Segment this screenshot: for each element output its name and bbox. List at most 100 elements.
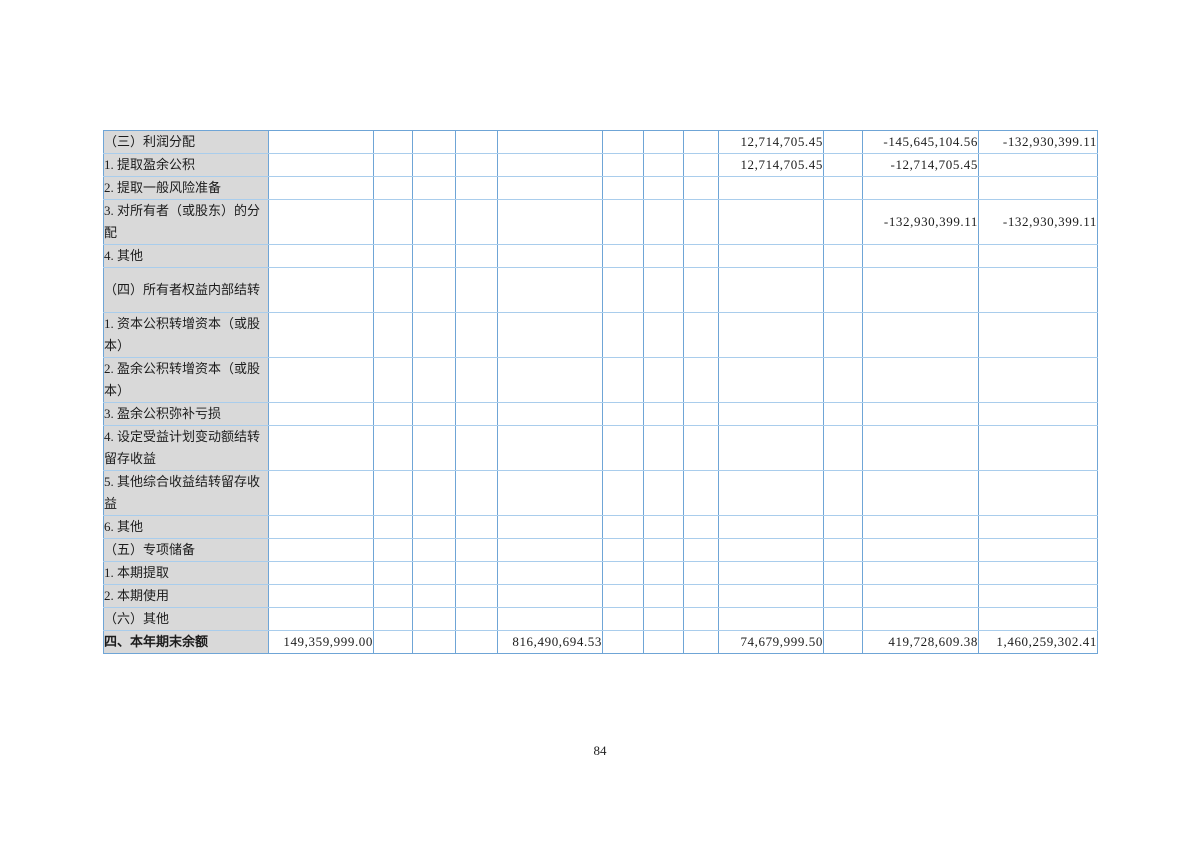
value-cell: [268, 312, 374, 358]
value-cell: [823, 357, 863, 403]
value-cell: [373, 607, 413, 631]
value-cell: [497, 199, 603, 245]
value-cell: [602, 584, 644, 608]
value-cell: [455, 267, 498, 313]
value-cell: [823, 630, 863, 654]
value-cell: [497, 425, 603, 471]
value-cell: [978, 470, 1098, 516]
value-cell: [643, 470, 684, 516]
value-cell: [412, 584, 456, 608]
value-cell: [373, 630, 413, 654]
value-cell: [497, 153, 603, 177]
value-cell: [683, 538, 719, 562]
value-cell: [455, 357, 498, 403]
value-cell: 12,714,705.45: [718, 153, 824, 177]
table-row: 4. 其他: [103, 244, 1098, 268]
value-cell: [602, 425, 644, 471]
value-cell: [643, 515, 684, 539]
value-cell: [823, 425, 863, 471]
value-cell: [643, 607, 684, 631]
table-row: 2. 提取一般风险准备: [103, 176, 1098, 200]
value-cell: [373, 312, 413, 358]
row-label-cell: （六）其他: [103, 607, 269, 631]
value-cell: [978, 312, 1098, 358]
value-cell: [268, 584, 374, 608]
row-label-cell: （四）所有者权益内部结转: [103, 267, 269, 313]
value-cell: [823, 176, 863, 200]
value-cell: [683, 630, 719, 654]
value-cell: [643, 153, 684, 177]
value-cell: [683, 312, 719, 358]
value-cell: [412, 538, 456, 562]
value-cell: [373, 402, 413, 426]
value-cell: [862, 402, 979, 426]
value-cell: [978, 515, 1098, 539]
row-label-cell: 四、本年期末余额: [103, 630, 269, 654]
value-cell: [683, 244, 719, 268]
value-cell: [412, 244, 456, 268]
value-cell: -132,930,399.11: [978, 130, 1098, 154]
value-cell: [268, 176, 374, 200]
value-cell: [862, 425, 979, 471]
value-cell: [602, 561, 644, 585]
value-cell: [373, 199, 413, 245]
value-cell: [412, 561, 456, 585]
value-cell: [497, 607, 603, 631]
value-cell: [497, 515, 603, 539]
value-cell: [268, 153, 374, 177]
value-cell: [862, 267, 979, 313]
value-cell: [683, 357, 719, 403]
value-cell: [823, 561, 863, 585]
value-cell: [602, 244, 644, 268]
value-cell: [373, 470, 413, 516]
value-cell: [373, 153, 413, 177]
value-cell: [412, 312, 456, 358]
row-label-cell: （三）利润分配: [103, 130, 269, 154]
value-cell: [823, 584, 863, 608]
value-cell: [718, 176, 824, 200]
value-cell: [643, 130, 684, 154]
value-cell: [455, 584, 498, 608]
value-cell: [602, 402, 644, 426]
table-row: 5. 其他综合收益结转留存收益: [103, 470, 1098, 516]
value-cell: 74,679,999.50: [718, 630, 824, 654]
value-cell: [978, 538, 1098, 562]
value-cell: [497, 402, 603, 426]
value-cell: [683, 607, 719, 631]
value-cell: [978, 267, 1098, 313]
value-cell: [268, 607, 374, 631]
table-row: 6. 其他: [103, 515, 1098, 539]
value-cell: [373, 244, 413, 268]
value-cell: [268, 425, 374, 471]
value-cell: [823, 267, 863, 313]
value-cell: -12,714,705.45: [862, 153, 979, 177]
value-cell: [823, 153, 863, 177]
value-cell: [643, 357, 684, 403]
value-cell: 816,490,694.53: [497, 630, 603, 654]
row-label-cell: 4. 其他: [103, 244, 269, 268]
row-label-cell: 2. 本期使用: [103, 584, 269, 608]
value-cell: [683, 199, 719, 245]
value-cell: 149,359,999.00: [268, 630, 374, 654]
value-cell: [718, 312, 824, 358]
value-cell: [643, 267, 684, 313]
value-cell: [643, 584, 684, 608]
row-label-cell: 6. 其他: [103, 515, 269, 539]
table-row: 2. 盈余公积转增资本（或股本）: [103, 357, 1098, 403]
value-cell: [497, 244, 603, 268]
row-label-cell: 1. 提取盈余公积: [103, 153, 269, 177]
row-label-cell: （五）专项储备: [103, 538, 269, 562]
page-number: 84: [593, 743, 607, 758]
value-cell: [373, 267, 413, 313]
value-cell: [412, 402, 456, 426]
value-cell: -132,930,399.11: [978, 199, 1098, 245]
value-cell: [978, 607, 1098, 631]
table-row: 1. 本期提取: [103, 561, 1098, 585]
value-cell: [455, 199, 498, 245]
row-label-cell: 4. 设定受益计划变动额结转留存收益: [103, 425, 269, 471]
value-cell: [455, 515, 498, 539]
value-cell: [823, 130, 863, 154]
value-cell: [268, 199, 374, 245]
value-cell: [373, 357, 413, 403]
value-cell: [683, 470, 719, 516]
